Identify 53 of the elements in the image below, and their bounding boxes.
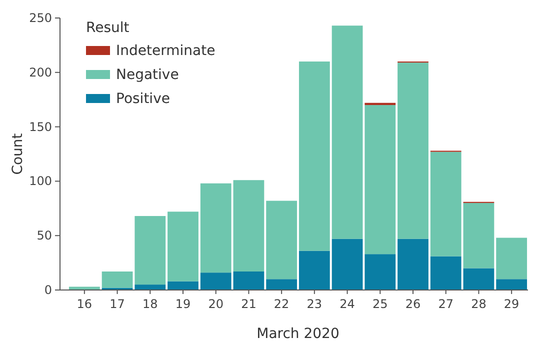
bar <box>430 256 462 290</box>
y-tick-label: 50 <box>36 228 52 243</box>
bar <box>398 238 428 290</box>
x-tick-label: 26 <box>405 297 421 311</box>
bar <box>102 272 133 288</box>
bar <box>266 200 298 280</box>
bar <box>266 279 298 290</box>
bar <box>364 102 396 106</box>
y-axis-title: Count <box>10 132 26 175</box>
bar <box>134 216 166 285</box>
legend-label: Negative <box>116 67 179 83</box>
y-tick-label: 0 <box>44 283 52 297</box>
bar <box>364 105 396 254</box>
bar <box>463 202 494 268</box>
y-tick-label: 250 <box>29 11 52 25</box>
x-tick-label: 28 <box>471 297 486 311</box>
x-tick-label: 18 <box>142 297 158 311</box>
x-tick-label: 16 <box>76 297 92 311</box>
x-tick-label: 17 <box>110 297 125 311</box>
x-tick-label: 27 <box>438 297 454 311</box>
x-tick-label: 19 <box>175 297 191 311</box>
bar <box>168 212 198 282</box>
bar <box>496 279 528 290</box>
bar <box>68 286 100 290</box>
bar <box>463 268 494 290</box>
x-tick-label: 29 <box>504 297 520 311</box>
y-tick-label: 200 <box>29 65 52 80</box>
y-tick-label: 150 <box>29 120 52 134</box>
bar <box>200 272 232 290</box>
bar <box>298 62 330 251</box>
bar <box>233 272 264 290</box>
bar <box>496 238 528 280</box>
y-tick-label: 100 <box>29 174 52 188</box>
bar <box>233 180 264 272</box>
x-tick-label: 23 <box>306 297 322 311</box>
bar <box>430 152 462 256</box>
legend-label: Indeterminate <box>116 43 216 59</box>
bar <box>332 26 363 239</box>
bar <box>364 254 396 290</box>
bar <box>168 281 198 290</box>
x-tick-label: 20 <box>208 297 224 311</box>
bar <box>398 62 428 239</box>
bar <box>134 284 166 290</box>
x-tick-label: 25 <box>372 297 388 311</box>
bar <box>332 238 363 290</box>
x-axis-title: March 2020 <box>256 326 340 342</box>
bar <box>200 183 232 273</box>
legend-title: Result <box>86 20 130 36</box>
x-tick-label: 21 <box>241 297 256 311</box>
x-tick-label: 22 <box>274 297 290 311</box>
legend-label: Positive <box>116 91 170 107</box>
bar <box>298 250 330 290</box>
x-tick-label: 24 <box>340 297 355 311</box>
